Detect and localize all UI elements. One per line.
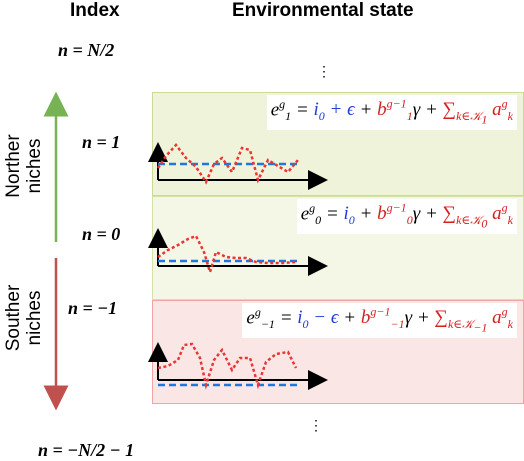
index-label-nm1: n = −1 [68, 298, 118, 318]
equation-n1: eg1 = i0 + ϵ + bg−11γ + ∑k∈𝒦1 agk [266, 95, 517, 130]
index-label-n1: n = 1 [82, 132, 121, 152]
plot-n1 [148, 142, 328, 190]
plot-n0 [148, 228, 328, 277]
plot-nm1 [148, 342, 328, 390]
index-label-top: n = N/2 [58, 40, 115, 60]
panel-n1: eg1 = i0 + ϵ + bg−11γ + ∑k∈𝒦1 agk [152, 92, 524, 196]
panel-n0: eg0 = i0 + bg−10γ + ∑k∈𝒦0 agk [152, 196, 524, 300]
panel-nm1: eg−1 = i0 − ϵ + bg−1−1γ + ∑k∈𝒦−1 agk [152, 300, 524, 404]
index-label-n0: n = 0 [82, 224, 121, 244]
equation-nm1: eg−1 = i0 − ϵ + bg−1−1γ + ∑k∈𝒦−1 agk [242, 303, 517, 338]
plot-nm1-red-series [157, 342, 298, 390]
equation-n0: eg0 = i0 + bg−10γ + ∑k∈𝒦0 agk [296, 199, 517, 234]
index-label-bottom: n = −N/2 − 1 [38, 440, 135, 460]
index-header: Index [70, 0, 120, 21]
environmental-state-header: Environmental state [232, 0, 414, 21]
